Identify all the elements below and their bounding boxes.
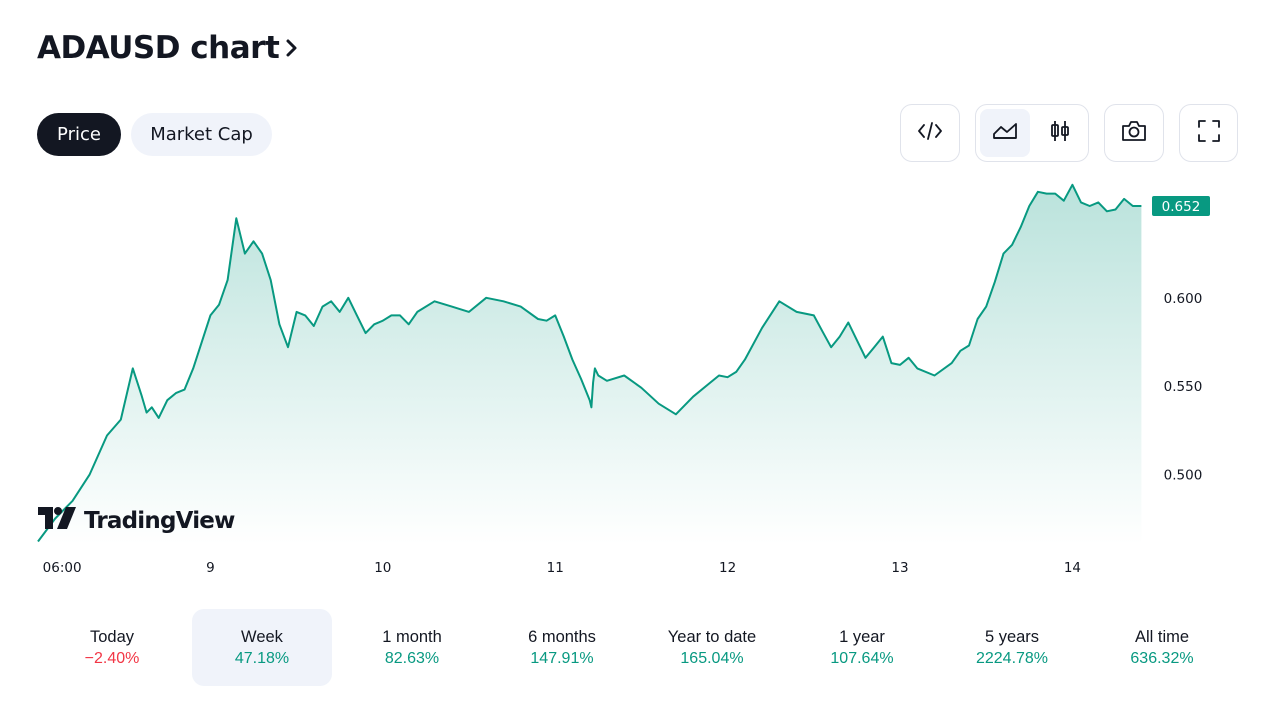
price-line xyxy=(37,183,1142,543)
price-area-fill xyxy=(38,184,1142,546)
market-cap-toggle-button[interactable]: Market Cap xyxy=(131,113,272,156)
x-tick-label: 9 xyxy=(206,560,215,576)
period-change-value: 107.64% xyxy=(830,649,894,667)
period-selector: Today −2.40% Week 47.18% 1 month 82.63% 6 mont… xyxy=(42,609,1240,686)
period-change-value: 165.04% xyxy=(680,649,744,667)
tradingview-logo-text: TradingView xyxy=(84,507,235,534)
period-label: Today xyxy=(89,627,135,646)
period-label: 1 year xyxy=(839,627,885,646)
chevron-right-icon xyxy=(285,37,299,59)
tradingview-logo-icon xyxy=(38,507,76,534)
code-icon xyxy=(916,117,944,150)
period-tab[interactable]: 1 year 107.64% xyxy=(792,609,932,686)
x-tick-label: 10 xyxy=(374,560,391,576)
period-label: 5 years xyxy=(984,627,1040,646)
last-price-label: 0.652 xyxy=(1162,199,1201,215)
x-tick-label: 14 xyxy=(1064,560,1081,576)
candlestick-icon xyxy=(1046,117,1074,150)
y-tick-label: 0.500 xyxy=(1164,467,1203,483)
period-tab[interactable]: Week 47.18% xyxy=(192,609,332,686)
page-title: ADAUSD chart xyxy=(37,30,280,66)
area-chart-style-button[interactable] xyxy=(980,109,1030,157)
chart-style-toggle xyxy=(975,104,1089,162)
x-tick-label: 12 xyxy=(719,560,736,576)
candles-chart-style-button[interactable] xyxy=(1035,109,1085,157)
period-tab[interactable]: 6 months 147.91% xyxy=(492,609,632,686)
period-tab[interactable]: 1 month 82.63% xyxy=(342,609,482,686)
period-label: 6 months xyxy=(528,627,596,646)
period-label: 1 month xyxy=(382,627,442,646)
y-tick-label: 0.550 xyxy=(1164,379,1203,395)
period-label: All time xyxy=(1134,627,1190,646)
x-tick-label: 06:00 xyxy=(43,560,82,576)
camera-icon xyxy=(1119,117,1149,150)
last-price-badge: 0.652 xyxy=(1152,195,1210,216)
period-tab[interactable]: Year to date 165.04% xyxy=(642,609,782,686)
period-change-value: 2224.78% xyxy=(975,649,1049,667)
period-tab[interactable]: Today −2.40% xyxy=(42,609,182,686)
area-chart-icon xyxy=(991,117,1019,150)
fullscreen-icon xyxy=(1195,117,1223,150)
period-change-value: 47.18% xyxy=(234,649,290,667)
period-tab[interactable]: All time 636.32% xyxy=(1092,609,1232,686)
price-toggle-button[interactable]: Price xyxy=(37,113,121,156)
chart-title-link[interactable]: ADAUSD chart xyxy=(37,30,299,66)
period-change-value: 147.91% xyxy=(530,649,594,667)
y-tick-label: 0.600 xyxy=(1164,291,1203,307)
tradingview-logo[interactable]: TradingView xyxy=(38,507,235,534)
price-chart[interactable]: 0.500 0.550 0.600 06:00 9 10 11 12 13 14 0.652 xyxy=(0,175,1280,595)
period-change-value: −2.40% xyxy=(84,649,140,667)
x-tick-label: 13 xyxy=(891,560,908,576)
period-change-value: 82.63% xyxy=(384,649,440,667)
screenshot-button[interactable] xyxy=(1104,104,1164,162)
period-change-value: 636.32% xyxy=(1130,649,1194,667)
period-label: Year to date xyxy=(667,627,757,646)
period-label: Week xyxy=(241,627,283,646)
embed-button[interactable] xyxy=(900,104,960,162)
period-tab[interactable]: 5 years 2224.78% xyxy=(942,609,1082,686)
fullscreen-button[interactable] xyxy=(1179,104,1238,162)
x-tick-label: 11 xyxy=(547,560,564,576)
